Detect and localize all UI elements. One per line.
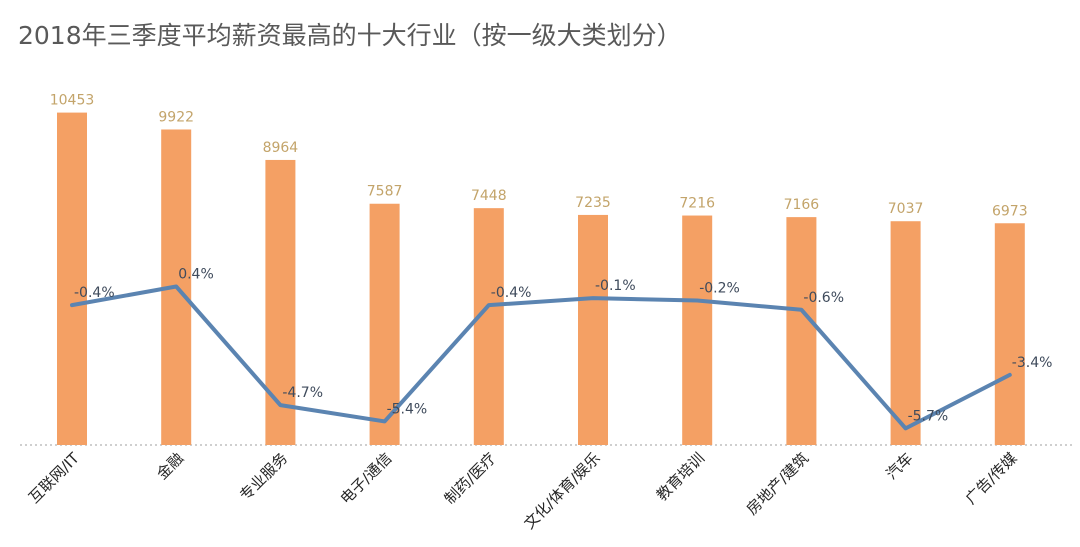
bar-value-label: 8964 [263,140,299,156]
line-value-label: 0.4% [178,266,214,282]
category-label: 电子/通信 [337,449,396,508]
category-label: 专业服务 [236,449,291,504]
bar-value-label: 9922 [158,109,194,125]
bar [473,208,504,445]
line-value-label: -5.7% [908,408,949,424]
line-value-label: -0.2% [699,280,740,296]
growth-line [70,284,1012,431]
bar-value-label: 7037 [888,201,924,217]
category-label: 制药/医疗 [441,449,500,508]
bar [890,221,921,445]
category-label: 广告/传媒 [962,449,1021,508]
line-value-label: -0.4% [491,285,532,301]
line-value-label: -5.4% [387,401,428,417]
category-label: 汽车 [882,449,916,483]
bar [369,203,400,445]
chart-title: 2018年三季度平均薪资最高的十大行业（按一级大类划分） [18,21,682,50]
bar-value-label: 6973 [992,203,1028,219]
bar-value-label: 7587 [367,184,403,200]
line-value-label: -4.7% [282,385,323,401]
bar-value-label: 7448 [471,188,507,204]
bar [265,159,296,445]
bar [682,215,713,445]
bar-value-label: 7216 [679,196,715,212]
line-value-label: -0.1% [595,278,636,294]
bar [578,214,608,445]
category-label: 互联网/IT [25,449,83,507]
category-label: 房地产/建筑 [743,449,812,518]
bar-value-label: 7235 [575,195,611,211]
bar [994,223,1025,445]
category-label: 文化/体育/娱乐 [520,449,604,533]
bar-value-label: 10453 [50,93,95,109]
line-value-label: -3.4% [1012,355,1053,371]
bar-value-label: 7166 [784,197,820,213]
category-label: 金融 [153,449,187,483]
bar [57,112,87,445]
category-label: 教育培训 [653,449,708,504]
bar [786,217,817,445]
line-value-label: -0.6% [803,290,844,306]
line-value-label: -0.4% [74,285,115,301]
